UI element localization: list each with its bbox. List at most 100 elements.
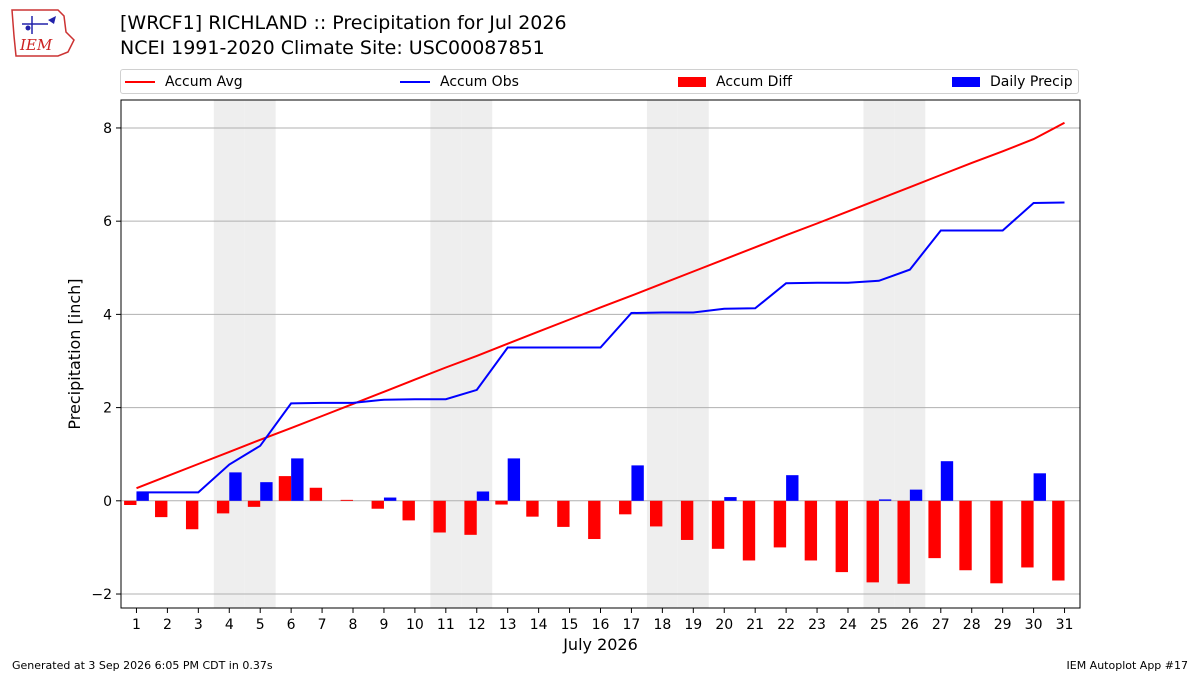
legend-swatch-accum-obs: [400, 81, 430, 83]
legend-item-daily-precip: Daily Precip: [952, 73, 1073, 91]
legend-swatch-daily-precip: [952, 77, 980, 87]
legend-swatch-accum-avg: [125, 81, 155, 83]
chart-title: [WRCF1] RICHLAND :: Precipitation for Ju…: [120, 12, 567, 34]
y-axis-label: Precipitation [inch]: [65, 278, 84, 429]
daily-precip-bar-day-12: [476, 491, 490, 501]
accum-diff-bar-day-15: [557, 500, 570, 527]
accum-diff-bar-day-11: [433, 500, 446, 533]
accum-diff-bar-day-20: [711, 500, 725, 549]
bar-marks: [124, 458, 1065, 584]
accum-diff-bar-day-25: [866, 500, 879, 583]
x-tick-label-24: 24: [839, 617, 857, 633]
x-tick-label-30: 30: [1025, 617, 1043, 633]
accum-diff-bar-day-21: [742, 500, 756, 561]
daily-precip-bar-day-6: [291, 458, 304, 501]
legend-item-accum-diff: Accum Diff: [678, 73, 792, 91]
x-tick-label-9: 9: [379, 617, 388, 633]
footer-app-label: IEM Autoplot App #17: [1066, 659, 1189, 672]
x-tick-label-25: 25: [870, 617, 888, 633]
accum-diff-bar-day-27: [928, 500, 941, 559]
legend-label-accum-diff: Accum Diff: [716, 74, 793, 90]
daily-precip-bar-day-9: [383, 497, 397, 501]
line-marks: [136, 121, 1065, 494]
x-tick-label-28: 28: [963, 617, 981, 633]
accum-diff-bar-day-17: [619, 500, 632, 515]
accum-diff-bar-day-26: [897, 500, 910, 584]
x-tick-label-15: 15: [561, 617, 579, 633]
accum-diff-bar-day-18: [649, 500, 663, 527]
legend-item-accum-obs: Accum Obs: [400, 73, 519, 91]
accum-diff-bar-day-29: [990, 500, 1003, 584]
accum-diff-bar-day-1: [124, 500, 137, 506]
x-tick-label-16: 16: [592, 617, 610, 633]
accum-avg-line: [136, 121, 1065, 490]
legend-label-accum-obs: Accum Obs: [440, 74, 519, 90]
accum-diff-bar-day-16: [588, 500, 601, 540]
x-tick-label-17: 17: [623, 617, 641, 633]
x-tick-label-12: 12: [468, 617, 486, 633]
legend: Accum Avg Accum Obs Accum Diff Daily Pre…: [120, 69, 1079, 94]
x-tick-label-11: 11: [437, 617, 455, 633]
accum-diff-bar-day-9: [371, 500, 384, 509]
x-tick-label-23: 23: [808, 617, 826, 633]
daily-precip-bar-day-30: [1033, 473, 1046, 501]
weekend-band-day-5: [244, 100, 276, 608]
x-tick-label-26: 26: [901, 617, 919, 633]
x-tick-label-18: 18: [653, 617, 671, 633]
accum-diff-bar-day-3: [185, 500, 199, 530]
accum-diff-bar-day-12: [464, 500, 477, 535]
accum-diff-bar-day-14: [526, 500, 539, 517]
accum-diff-bar-day-23: [804, 500, 818, 561]
x-tick-label-5: 5: [256, 617, 265, 633]
accum-diff-bar-day-5: [247, 500, 261, 507]
accum-diff-bar-day-2: [155, 500, 168, 518]
daily-precip-bar-day-5: [260, 482, 273, 501]
x-tick-label-19: 19: [684, 617, 702, 633]
iem-logo: IEM: [11, 9, 75, 57]
x-tick-label-3: 3: [194, 617, 203, 633]
weekend-band-day-4: [213, 100, 245, 608]
y-tick-label-0: −2: [91, 587, 112, 603]
accum-diff-bar-day-7: [309, 487, 323, 501]
legend-item-accum-avg: Accum Avg: [125, 73, 243, 91]
weekend-shading: [213, 100, 926, 608]
daily-precip-bar-day-17: [631, 465, 644, 501]
y-tick-label-4: 6: [103, 214, 112, 230]
y-tick-label-5: 8: [103, 121, 112, 137]
daily-precip-bar-day-4: [229, 472, 242, 501]
y-tick-label-3: 4: [103, 307, 112, 323]
x-tick-label-10: 10: [406, 617, 424, 633]
daily-precip-bar-day-13: [507, 458, 521, 501]
daily-precip-bar-day-27: [940, 461, 954, 501]
accum-diff-bar-day-19: [680, 500, 694, 540]
x-tick-label-6: 6: [287, 617, 296, 633]
legend-label-daily-precip: Daily Precip: [990, 74, 1073, 90]
x-tick-label-7: 7: [318, 617, 327, 633]
iem-logo-text: IEM: [19, 36, 53, 54]
accum-diff-bar-day-24: [835, 500, 848, 573]
footer-generated: Generated at 3 Sep 2026 6:05 PM CDT in 0…: [12, 659, 273, 672]
x-tick-label-1: 1: [132, 617, 141, 633]
y-tick-label-1: 0: [103, 494, 112, 510]
accum-diff-bar-day-22: [773, 500, 787, 548]
daily-precip-bar-day-22: [786, 475, 799, 501]
accum-diff-bar-day-4: [216, 500, 230, 514]
x-tick-label-20: 20: [715, 617, 733, 633]
accum-obs-line: [136, 201, 1065, 494]
accum-diff-bar-day-6: [278, 476, 292, 501]
x-tick-label-8: 8: [349, 617, 358, 633]
plot-frame: [120, 99, 1081, 609]
legend-swatch-accum-diff: [678, 77, 706, 87]
accum-diff-bar-day-28: [959, 500, 972, 571]
x-tick-label-27: 27: [932, 617, 950, 633]
daily-precip-bar-day-20: [724, 497, 737, 501]
x-tick-label-13: 13: [499, 617, 517, 633]
x-axis-label: July 2026: [562, 635, 638, 654]
x-tick-label-4: 4: [225, 617, 234, 633]
legend-label-accum-avg: Accum Avg: [165, 74, 243, 90]
y-tick-label-2: 2: [103, 401, 112, 417]
x-tick-label-22: 22: [777, 617, 795, 633]
x-tick-label-2: 2: [163, 617, 172, 633]
